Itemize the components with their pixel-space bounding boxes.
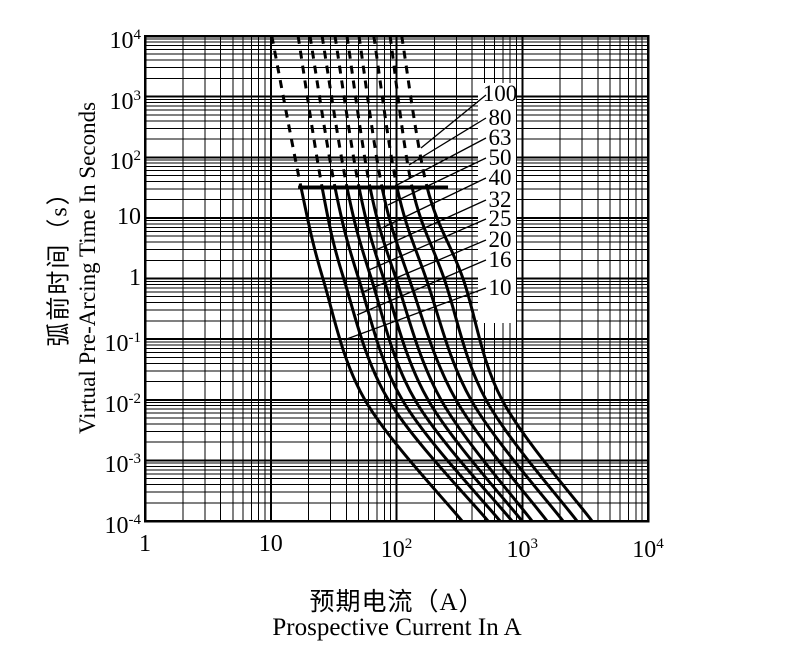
curve-10A	[299, 186, 464, 521]
curve-100A	[425, 186, 594, 521]
x-axis-title-english: Prospective Current In A	[272, 614, 522, 641]
x-tick-label: 103	[506, 536, 539, 563]
curve-16A-dashed	[296, 36, 324, 188]
y-tick-label: 10-3	[104, 451, 142, 479]
curve-63A	[395, 186, 565, 521]
y-axis-title-english: Virtual Pre-Arcing Time In Seconds	[75, 101, 100, 435]
curve-25A-dashed	[320, 36, 349, 188]
curve-label-10: 10	[489, 275, 512, 300]
x-tick-label: 104	[632, 536, 664, 563]
leader-line-25	[368, 218, 487, 271]
curve-label-100: 100	[483, 81, 518, 106]
curve-label-20: 20	[489, 227, 512, 252]
curve-32A-dashed	[333, 36, 361, 188]
leader-line-16	[356, 259, 487, 316]
curve-40A-dashed	[345, 36, 372, 188]
curve-50A-dashed	[357, 36, 384, 188]
curve-20A-dashed	[308, 36, 337, 188]
y-tick-label: 10-1	[104, 330, 142, 358]
x-tick-label: 10	[258, 531, 283, 557]
y-tick-label: 103	[109, 87, 142, 115]
leader-line-20	[362, 239, 487, 293]
y-tick-label: 102	[109, 148, 142, 176]
curve-label-50: 50	[489, 145, 512, 170]
curve-16A	[320, 187, 490, 521]
leader-line-50	[387, 157, 487, 206]
leader-line-10	[343, 287, 487, 341]
y-tick-label: 10-4	[104, 512, 142, 539]
curve-label-40: 40	[489, 165, 512, 190]
curve-label-63: 63	[489, 125, 512, 150]
plot-border	[143, 34, 650, 523]
curve-63A-dashed	[372, 36, 399, 188]
curve-label-32: 32	[489, 187, 512, 212]
y-tick-label: 1	[129, 264, 141, 291]
curve-10A-dashed	[270, 36, 303, 188]
curve-label-25: 25	[489, 206, 512, 231]
leader-line-40	[381, 177, 487, 229]
curve-40A	[368, 187, 534, 521]
y-tick-label: 10-2	[104, 390, 142, 418]
leader-line-32	[375, 199, 487, 251]
curve-label-16: 16	[489, 247, 512, 272]
x-tick-label: 102	[380, 536, 413, 563]
curve-80A	[410, 186, 579, 521]
x-tick-label: 1	[139, 531, 151, 557]
curve-label-panel	[478, 83, 516, 323]
curve-100A-dashed	[400, 36, 429, 188]
leader-line-63	[396, 137, 487, 186]
curve-80A-dashed	[388, 36, 414, 188]
leader-line-100	[420, 94, 487, 149]
y-tick-label: 10	[117, 203, 141, 230]
curve-20A	[333, 187, 502, 521]
curve-label-80: 80	[489, 105, 512, 130]
curve-25A	[345, 187, 514, 521]
y-axis-title-chinese: 弧前时间（s）	[46, 179, 73, 347]
y-tick-label: 104	[109, 27, 142, 54]
leader-line-80	[408, 117, 487, 166]
x-axis-title-chinese: 预期电流（A）	[309, 589, 485, 616]
curve-32A	[357, 187, 524, 521]
